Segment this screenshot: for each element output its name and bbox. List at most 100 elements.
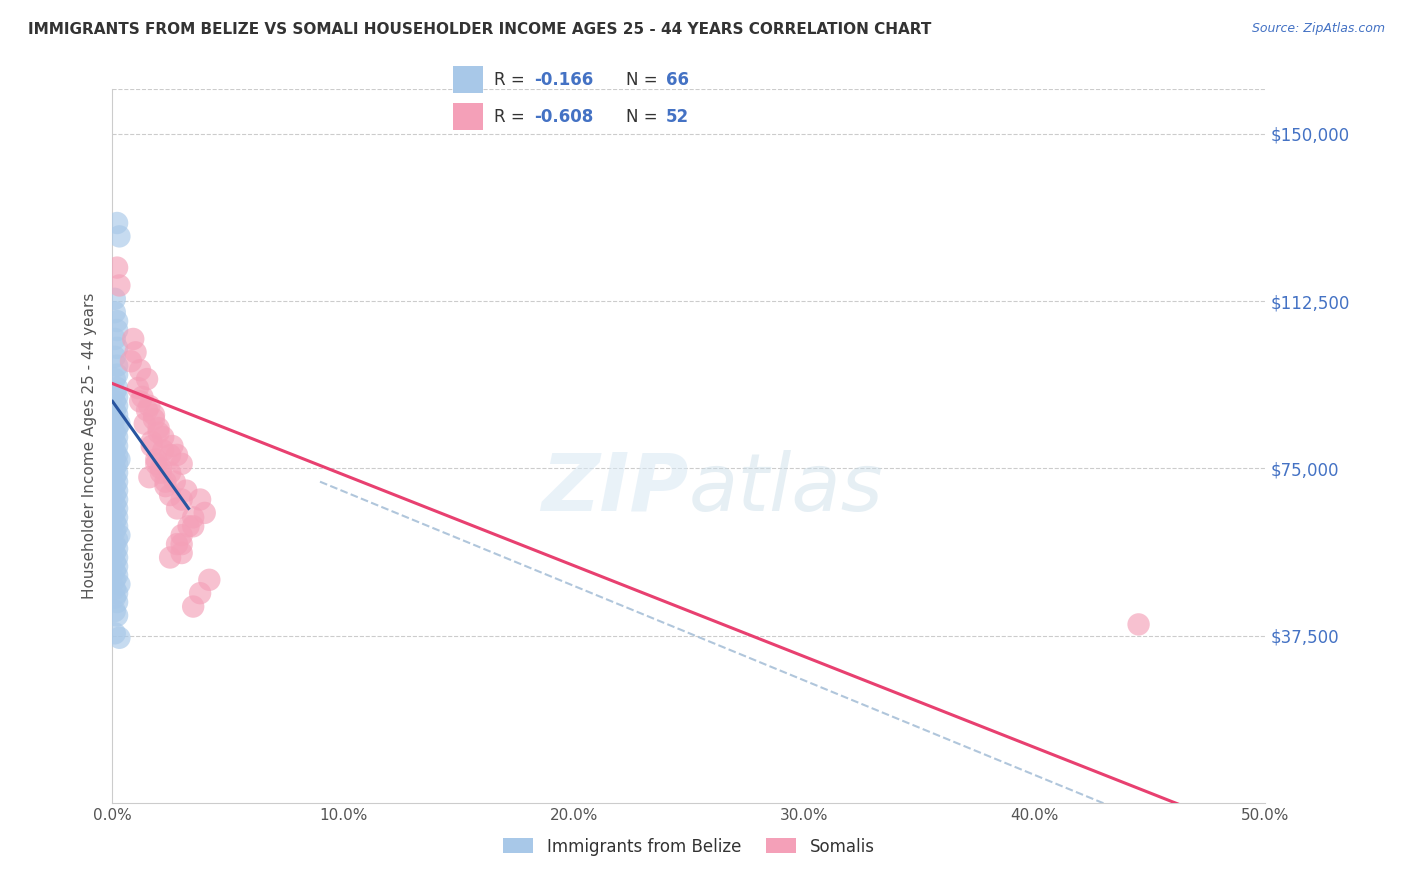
Point	[104, 537, 127, 551]
Point	[105, 421, 128, 435]
Point	[105, 260, 128, 275]
Point	[104, 497, 127, 511]
Point	[105, 457, 128, 471]
Point	[170, 457, 193, 471]
Point	[105, 359, 128, 373]
Text: R =: R =	[494, 70, 530, 88]
Point	[145, 452, 167, 467]
Point	[159, 550, 181, 565]
Point	[136, 372, 159, 386]
Text: IMMIGRANTS FROM BELIZE VS SOMALI HOUSEHOLDER INCOME AGES 25 - 44 YEARS CORRELATI: IMMIGRANTS FROM BELIZE VS SOMALI HOUSEHO…	[28, 22, 932, 37]
Point	[104, 412, 127, 426]
Point	[166, 501, 188, 516]
Point	[149, 461, 172, 475]
Point	[105, 439, 128, 453]
Point	[105, 216, 128, 230]
Point	[105, 501, 128, 516]
Point	[129, 394, 152, 409]
Point	[104, 305, 127, 319]
Point	[104, 434, 127, 449]
Point	[108, 577, 131, 591]
Point	[1128, 617, 1150, 632]
Point	[104, 582, 127, 596]
Point	[104, 591, 127, 605]
Point	[104, 626, 127, 640]
Point	[124, 345, 146, 359]
Point	[152, 430, 174, 444]
Point	[148, 421, 170, 435]
Text: 52: 52	[666, 108, 689, 126]
Point	[104, 461, 127, 475]
Point	[155, 479, 177, 493]
Point	[170, 528, 193, 542]
Point	[181, 519, 204, 533]
Point	[145, 457, 167, 471]
Point	[105, 448, 128, 462]
Point	[105, 430, 128, 444]
Point	[105, 368, 128, 382]
Text: 66: 66	[666, 70, 689, 88]
Point	[105, 381, 128, 395]
Point	[108, 417, 131, 431]
Point	[105, 608, 128, 623]
Point	[105, 314, 128, 328]
Point	[105, 390, 128, 404]
Point	[104, 488, 127, 502]
Point	[104, 546, 127, 560]
Point	[108, 631, 131, 645]
Point	[136, 403, 159, 417]
Point	[127, 381, 149, 395]
Text: -0.166: -0.166	[534, 70, 593, 88]
Point	[194, 506, 217, 520]
Point	[105, 519, 128, 533]
Point	[104, 452, 127, 467]
Text: Source: ZipAtlas.com: Source: ZipAtlas.com	[1251, 22, 1385, 36]
Point	[105, 408, 128, 422]
FancyBboxPatch shape	[453, 66, 482, 94]
Point	[105, 399, 128, 413]
Point	[104, 470, 127, 484]
Point	[105, 541, 128, 556]
Point	[170, 492, 193, 507]
Point	[134, 417, 156, 431]
Point	[105, 550, 128, 565]
Point	[188, 586, 211, 600]
Legend: Immigrants from Belize, Somalis: Immigrants from Belize, Somalis	[496, 831, 882, 863]
Point	[104, 573, 127, 587]
Point	[138, 470, 160, 484]
Text: N =: N =	[626, 70, 664, 88]
Point	[163, 475, 186, 489]
Point	[131, 390, 153, 404]
FancyBboxPatch shape	[453, 103, 482, 130]
Point	[104, 524, 127, 538]
Point	[181, 599, 204, 614]
Point	[120, 354, 142, 368]
Point	[174, 483, 197, 498]
Point	[104, 564, 127, 578]
Point	[159, 488, 181, 502]
Y-axis label: Householder Income Ages 25 - 44 years: Householder Income Ages 25 - 44 years	[82, 293, 97, 599]
Point	[105, 510, 128, 524]
Point	[143, 412, 166, 426]
Point	[104, 372, 127, 386]
Point	[104, 555, 127, 569]
Point	[166, 537, 188, 551]
Point	[155, 475, 177, 489]
Text: atlas: atlas	[689, 450, 884, 528]
Point	[181, 510, 204, 524]
Text: N =: N =	[626, 108, 664, 126]
Point	[104, 425, 127, 440]
Point	[105, 586, 128, 600]
Point	[105, 475, 128, 489]
Point	[105, 595, 128, 609]
Point	[122, 332, 145, 346]
Point	[170, 546, 193, 560]
Point	[105, 492, 128, 507]
Point	[198, 573, 221, 587]
Point	[143, 408, 166, 422]
Point	[104, 443, 127, 458]
Point	[105, 533, 128, 547]
Point	[108, 278, 131, 293]
Point	[104, 515, 127, 529]
Point	[129, 363, 152, 377]
